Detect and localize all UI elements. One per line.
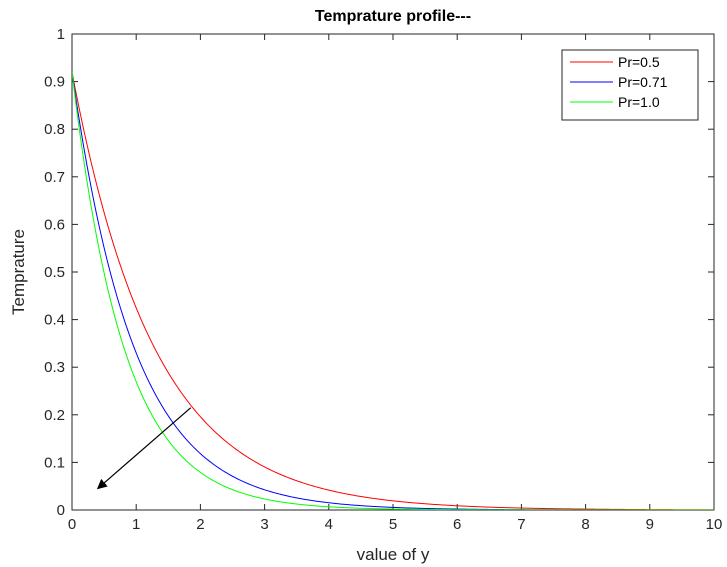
legend-label: Pr=0.5: [618, 54, 660, 70]
legend-label: Pr=0.71: [618, 74, 668, 90]
chart-title: Temprature profile---: [315, 8, 471, 25]
legend-label: Pr=1.0: [618, 94, 660, 110]
x-tick-label: 10: [706, 516, 723, 533]
x-tick-label: 5: [389, 516, 397, 533]
y-tick-label: 0.5: [44, 264, 65, 281]
y-tick-label: 0: [57, 502, 65, 519]
y-tick-label: 0.7: [44, 169, 65, 186]
series-line-pr-0-5: [72, 71, 714, 510]
x-tick-label: 0: [68, 516, 76, 533]
ticks: 0 1 2 3 4 5 6 7 8 9 10 0 0.1 0.2 0.3 0.4 0.5 0.6 0.7 0.8 0.9…: [44, 26, 722, 533]
x-tick-label: 2: [196, 516, 204, 533]
x-tick-label: 3: [260, 516, 268, 533]
x-tick-label: 9: [646, 516, 654, 533]
legend: Pr=0.5 Pr=0.71 Pr=1.0: [561, 49, 699, 121]
y-tick-label: 0.3: [44, 359, 65, 376]
series-group: [72, 71, 714, 510]
x-tick-label: 7: [517, 516, 525, 533]
y-axis-label: Temprature: [9, 229, 28, 315]
x-tick-label: 8: [581, 516, 589, 533]
y-tick-label: 0.9: [44, 74, 65, 91]
y-tick-label: 0.1: [44, 454, 65, 471]
x-tick-label: 4: [325, 516, 333, 533]
y-tick-label: 0.8: [44, 121, 65, 138]
series-line-pr-1-0: [72, 72, 714, 510]
annotation-arrow: [96, 407, 192, 490]
y-tick-label: 0.2: [44, 407, 65, 424]
y-tick-label: 1: [57, 26, 65, 43]
x-axis-label: value of y: [357, 545, 430, 564]
y-tick-label: 0.6: [44, 216, 65, 233]
y-tick-label: 0.4: [44, 312, 65, 329]
x-tick-label: 1: [132, 516, 140, 533]
annotations: [96, 407, 192, 490]
x-tick-label: 6: [453, 516, 461, 533]
